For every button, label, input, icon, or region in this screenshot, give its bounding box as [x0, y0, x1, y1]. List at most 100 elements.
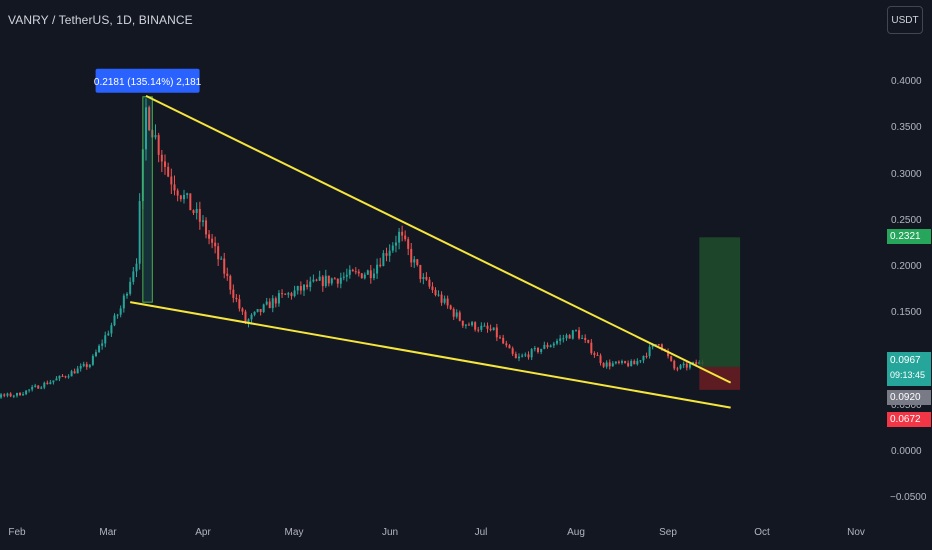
- candle-body: [695, 362, 698, 365]
- candle-body: [382, 253, 385, 267]
- candle-body: [471, 322, 474, 326]
- candle-body: [431, 286, 434, 291]
- candle-body: [119, 308, 122, 315]
- candle-body: [132, 271, 135, 282]
- candle-body: [85, 364, 88, 368]
- candle-body: [530, 349, 533, 358]
- candle-body: [398, 231, 401, 243]
- currency-button[interactable]: USDT: [887, 6, 923, 34]
- candle-body: [688, 363, 691, 368]
- candle-body: [318, 276, 321, 281]
- candle-body: [107, 333, 110, 336]
- candle-body: [458, 312, 461, 321]
- candle-body: [645, 355, 648, 357]
- price-tick-label: 0.0000: [891, 446, 922, 457]
- candle-body: [533, 347, 536, 350]
- candle-body: [351, 269, 354, 272]
- candle-body: [556, 340, 558, 344]
- candle-body: [173, 184, 176, 191]
- candle-body: [179, 195, 182, 200]
- candle-body: [250, 314, 253, 320]
- candle-body: [271, 298, 274, 309]
- candle-body: [348, 269, 351, 275]
- candle-body: [265, 301, 268, 305]
- candle-body: [164, 161, 166, 167]
- candle-body: [31, 386, 34, 390]
- candle-body: [321, 276, 324, 287]
- candle-body: [40, 387, 43, 389]
- price-tick-label: −0.0500: [890, 492, 927, 504]
- target-price-tag: 0.2321: [887, 229, 931, 244]
- candle-body: [477, 329, 480, 331]
- candle-body: [16, 392, 18, 396]
- symbol-title[interactable]: VANRY / TetherUS, 1D, BINANCE: [8, 13, 193, 27]
- candle-body: [502, 337, 505, 344]
- candle-body: [299, 286, 302, 291]
- candle-body: [617, 361, 620, 363]
- candle-body: [330, 278, 333, 284]
- candle-body: [49, 382, 52, 385]
- candle-body: [259, 309, 262, 312]
- candle-body: [492, 327, 495, 331]
- candle-body: [602, 363, 605, 367]
- candle-body: [34, 385, 37, 387]
- measure-label-box: [95, 68, 200, 93]
- candle-body: [160, 154, 163, 162]
- candle-body: [385, 253, 388, 256]
- price-tick-label: 0.0500: [891, 399, 922, 411]
- candle-body: [324, 275, 327, 287]
- candle-body: [667, 350, 670, 357]
- candle-body: [605, 362, 608, 367]
- candle-body: [499, 337, 501, 339]
- candle-body: [407, 239, 410, 249]
- candle-body: [508, 345, 511, 349]
- candle-body: [52, 380, 55, 383]
- price-tick-label: 0.2000: [891, 261, 922, 272]
- candles: [0, 98, 704, 399]
- candle-body: [274, 298, 277, 304]
- candle-body: [590, 342, 593, 354]
- candle-body: [253, 311, 256, 315]
- candle-body: [391, 245, 394, 251]
- candle-body: [416, 259, 419, 265]
- candle-body: [129, 281, 132, 294]
- candle-body: [284, 293, 287, 295]
- candle-body: [422, 277, 425, 279]
- candle-body: [437, 294, 440, 296]
- candle-body: [578, 330, 581, 339]
- candle-body: [575, 330, 577, 332]
- candle-body: [94, 352, 97, 356]
- time-tick-label: Apr: [195, 527, 211, 538]
- candle-body: [176, 190, 179, 196]
- candle-body: [220, 258, 223, 260]
- candle-body: [122, 295, 125, 309]
- candle-body: [277, 293, 280, 304]
- candle-body: [342, 276, 345, 278]
- candle-body: [685, 363, 688, 368]
- candle-body: [244, 311, 247, 324]
- candle-body: [309, 281, 312, 288]
- candle-body: [345, 274, 348, 277]
- candle-body: [333, 278, 336, 280]
- candle-body: [12, 395, 15, 397]
- candle-body: [518, 356, 520, 359]
- candle-body: [486, 325, 489, 329]
- candle-body: [596, 354, 599, 356]
- candle-body: [455, 312, 458, 317]
- candle-body: [256, 309, 259, 312]
- candle-body: [608, 362, 611, 367]
- candle-body: [135, 263, 138, 272]
- candle-body: [354, 271, 357, 273]
- countdown-timer: 09:13:45: [890, 370, 926, 380]
- time-tick-label: Feb: [8, 527, 26, 538]
- time-tick-label: Oct: [754, 527, 770, 538]
- price-tick-label: 0.3500: [891, 122, 922, 134]
- candle-body: [657, 344, 660, 346]
- candle-body: [126, 293, 128, 296]
- candle-body: [183, 194, 185, 200]
- candle-body: [537, 347, 539, 353]
- candle-body: [327, 275, 330, 284]
- price-tick-label: 0.3000: [891, 168, 922, 180]
- candle-body: [339, 277, 342, 284]
